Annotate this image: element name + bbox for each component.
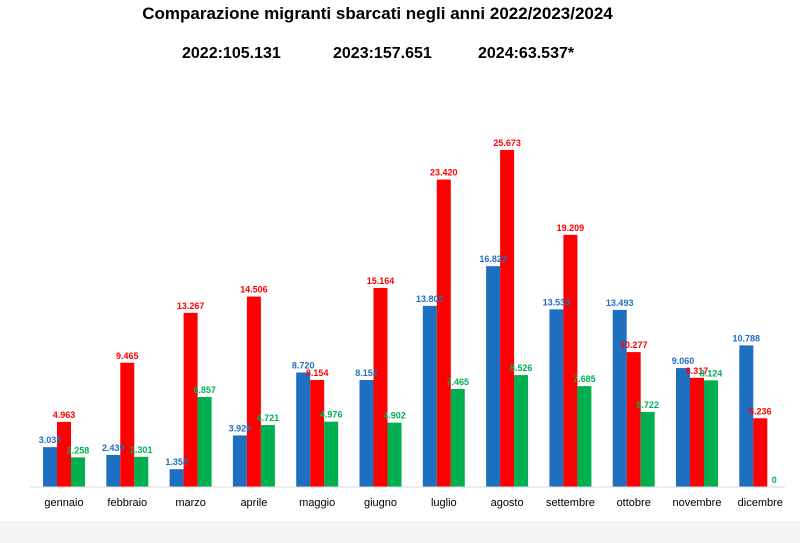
value-label-2023-giugno: 15.164: [367, 276, 395, 286]
value-label-2022-giugno: 8.152: [355, 368, 378, 378]
value-label-2022-maggio: 8.720: [292, 361, 315, 371]
bar-2022-aprile: [232, 435, 247, 487]
bar-2023-gennaio: [57, 421, 71, 487]
x-tick-febbraio: febbraio: [107, 497, 147, 509]
bar-2022-febbraio: [106, 454, 121, 487]
value-label-2022-dicembre: 10.788: [733, 333, 761, 343]
bar-2023-settembre: [563, 234, 578, 487]
value-label-2024-luglio: 7.465: [447, 377, 470, 387]
bar-2022-maggio: [296, 372, 311, 487]
bar-2024-gennaio: [71, 457, 85, 487]
value-label-2023-marzo: 13.267: [177, 301, 205, 311]
x-tick-agosto: agosto: [491, 497, 524, 509]
total-2022: 2022:105.131: [182, 45, 281, 62]
bar-2022-luglio: [422, 305, 437, 487]
value-label-2024-gennaio: 2.258: [67, 445, 90, 455]
value-label-2022-novembre: 9.060: [672, 356, 695, 366]
bar-2022-dicembre: [739, 345, 754, 487]
value-label-2022-ottobre: 13.493: [606, 298, 634, 308]
bar-2023-novembre: [690, 377, 704, 487]
value-label-2022-agosto: 16.822: [479, 254, 507, 264]
bar-2024-luglio: [450, 389, 465, 487]
x-tick-maggio: maggio: [299, 497, 335, 509]
value-label-2024-settembre: 7.685: [573, 374, 596, 384]
chart-title: Comparazione migranti sbarcati negli ann…: [142, 4, 613, 23]
value-label-2024-ottobre: 5.722: [636, 400, 659, 410]
bar-2022-ottobre: [612, 309, 627, 487]
value-label-2022-luglio: 13.802: [416, 294, 444, 304]
bar-2023-giugno: [373, 287, 388, 487]
bar-2022-agosto: [486, 266, 501, 487]
bar-2024-marzo: [197, 396, 212, 487]
bar-2022-gennaio: [43, 447, 57, 487]
value-label-2023-novembre: 8.317: [686, 366, 709, 376]
bar-2022-marzo: [169, 469, 184, 487]
bar-2022-giugno: [359, 379, 374, 487]
bar-2024-aprile: [260, 425, 275, 487]
bar-2024-giugno: [387, 422, 402, 487]
x-tick-marzo: marzo: [175, 497, 206, 509]
x-tick-gennaio: gennaio: [44, 497, 83, 509]
value-label-2024-giugno: 4.902: [383, 411, 406, 421]
value-label-2023-settembre: 19.209: [557, 223, 585, 233]
bar-2024-febbraio: [134, 456, 149, 487]
value-label-2024-novembre: 8.124: [700, 368, 723, 378]
bar-2023-marzo: [183, 312, 198, 487]
value-label-2022-febbraio: 2.439: [102, 443, 125, 453]
x-tick-dicembre: dicembre: [738, 497, 783, 509]
x-tick-giugno: giugno: [364, 497, 397, 509]
value-label-2022-aprile: 3.929: [229, 423, 252, 433]
value-label-2023-gennaio: 4.963: [53, 410, 76, 420]
value-label-2023-agosto: 25.673: [493, 138, 521, 148]
x-tick-ottobre: ottobre: [617, 497, 651, 509]
x-tick-luglio: luglio: [431, 497, 457, 509]
value-label-2024-marzo: 6.857: [193, 385, 216, 395]
bar-2023-aprile: [246, 296, 261, 487]
value-label-2023-ottobre: 10.277: [620, 340, 648, 350]
bar-2023-ottobre: [626, 352, 641, 487]
bar-2024-settembre: [577, 386, 592, 487]
bar-2023-maggio: [310, 379, 325, 487]
value-label-2024-maggio: 4.976: [320, 410, 343, 420]
x-tick-novembre: novembre: [673, 497, 722, 509]
value-label-2024-aprile: 4.721: [257, 413, 280, 423]
value-label-2024-agosto: 8.526: [510, 363, 533, 373]
x-tick-settembre: settembre: [546, 497, 595, 509]
bar-2022-novembre: [676, 368, 690, 487]
bar-2022-settembre: [549, 309, 564, 487]
bar-2023-dicembre: [753, 418, 768, 487]
x-tick-aprile: aprile: [240, 497, 267, 509]
value-labels-layer: 3.035 4.963 2.258 2.439 9.465 2.301 1.358 13.26…: [39, 138, 777, 485]
bar-2023-luglio: [436, 179, 451, 488]
value-label-2022-gennaio: 3.035: [39, 435, 62, 445]
x-tick-labels: gennaio febbraio marzo aprile maggio giugno lu…: [44, 497, 783, 509]
value-label-2023-maggio: 8.154: [306, 368, 329, 378]
value-label-2024-dicembre: 0: [772, 475, 777, 485]
bars-layer: [43, 150, 768, 488]
bottom-strip: [0, 521, 800, 543]
total-2024: 2024:63.537*: [478, 45, 575, 62]
bar-2024-ottobre: [640, 411, 655, 487]
bar-2023-agosto: [500, 150, 515, 487]
total-2023: 2023:157.651: [333, 45, 432, 62]
bar-2024-agosto: [514, 375, 529, 487]
value-label-2023-luglio: 23.420: [430, 168, 458, 178]
value-label-2024-febbraio: 2.301: [130, 445, 153, 455]
bar-2024-novembre: [704, 380, 718, 487]
value-label-2022-marzo: 1.358: [165, 457, 188, 467]
bar-2023-febbraio: [120, 362, 135, 487]
value-label-2023-febbraio: 9.465: [116, 351, 139, 361]
value-label-2022-settembre: 13.533: [543, 297, 571, 307]
value-label-2023-aprile: 14.506: [240, 285, 268, 295]
bar-2024-maggio: [324, 421, 339, 487]
value-label-2023-dicembre: 5.236: [749, 406, 772, 416]
